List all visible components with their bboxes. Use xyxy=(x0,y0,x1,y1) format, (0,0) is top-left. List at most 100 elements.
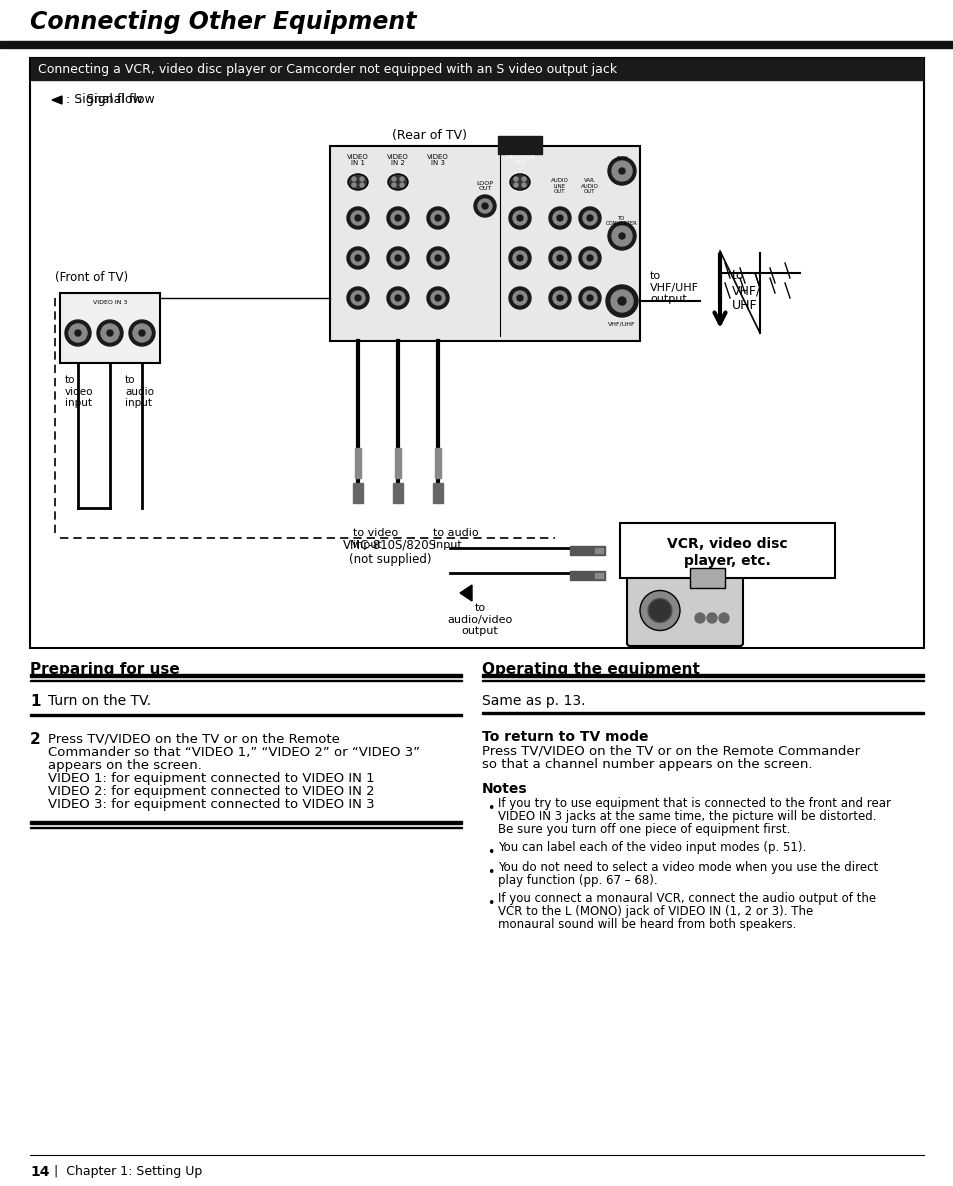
Bar xyxy=(30,674,461,677)
Bar xyxy=(689,568,724,588)
Text: VIDEO 3: for equipment connected to VIDEO IN 3: VIDEO 3: for equipment connected to VIDE… xyxy=(48,798,375,811)
Circle shape xyxy=(548,247,571,269)
Circle shape xyxy=(431,211,444,225)
Circle shape xyxy=(132,324,151,342)
Circle shape xyxy=(557,295,562,301)
Circle shape xyxy=(586,255,593,261)
Text: 1: 1 xyxy=(30,694,40,709)
Text: (Rear of TV): (Rear of TV) xyxy=(392,129,467,142)
Text: 14: 14 xyxy=(30,1165,50,1179)
Bar xyxy=(30,680,461,681)
Text: VIDEO
IN 3: VIDEO IN 3 xyxy=(427,154,449,166)
Circle shape xyxy=(351,211,365,225)
Text: AUDIO
LINE
OUT: AUDIO LINE OUT xyxy=(551,178,568,193)
Bar xyxy=(395,448,400,478)
Text: LOOP
OUT: LOOP OUT xyxy=(476,180,493,191)
Text: Preparing for use: Preparing for use xyxy=(30,662,179,677)
Circle shape xyxy=(521,177,525,181)
Circle shape xyxy=(391,251,405,264)
Circle shape xyxy=(107,330,112,336)
Text: You can label each of the video input modes (p. 51).: You can label each of the video input mo… xyxy=(497,841,805,854)
Circle shape xyxy=(586,215,593,221)
Text: to
VHF/UHF
output: to VHF/UHF output xyxy=(649,270,699,304)
Circle shape xyxy=(514,177,517,181)
Circle shape xyxy=(477,199,492,213)
Text: VIDEO
IN 2: VIDEO IN 2 xyxy=(387,154,409,166)
Text: VCR, video disc
player, etc.: VCR, video disc player, etc. xyxy=(666,537,787,568)
Bar xyxy=(481,674,923,677)
Circle shape xyxy=(351,251,365,264)
Bar xyxy=(595,573,602,578)
Circle shape xyxy=(509,287,531,310)
Circle shape xyxy=(359,183,364,187)
Circle shape xyxy=(435,215,440,221)
Circle shape xyxy=(387,247,409,269)
Circle shape xyxy=(548,208,571,229)
Circle shape xyxy=(557,255,562,261)
Circle shape xyxy=(427,208,449,229)
Circle shape xyxy=(607,222,636,250)
Bar xyxy=(433,483,442,503)
Circle shape xyxy=(474,195,496,217)
Text: If you connect a monaural VCR, connect the audio output of the: If you connect a monaural VCR, connect t… xyxy=(497,892,875,905)
Text: TO
CONVERTER: TO CONVERTER xyxy=(605,216,638,227)
Circle shape xyxy=(513,251,526,264)
Circle shape xyxy=(75,330,81,336)
Text: |  Chapter 1: Setting Up: | Chapter 1: Setting Up xyxy=(50,1165,202,1178)
Circle shape xyxy=(618,296,625,305)
Text: to audio
input: to audio input xyxy=(433,528,478,549)
Bar xyxy=(569,546,604,555)
Circle shape xyxy=(427,287,449,310)
Circle shape xyxy=(517,255,522,261)
Text: Press TV/VIDEO on the TV or on the Remote: Press TV/VIDEO on the TV or on the Remot… xyxy=(48,732,339,745)
Text: Operating the equipment: Operating the equipment xyxy=(481,662,700,677)
Circle shape xyxy=(548,287,571,310)
Text: monaural sound will be heard from both speakers.: monaural sound will be heard from both s… xyxy=(497,918,796,931)
Circle shape xyxy=(347,247,369,269)
Circle shape xyxy=(391,291,405,305)
Bar xyxy=(30,821,461,824)
Circle shape xyxy=(352,183,355,187)
Bar xyxy=(481,712,923,714)
Circle shape xyxy=(553,251,566,264)
Text: VIDEO IN 3: VIDEO IN 3 xyxy=(92,300,127,306)
Circle shape xyxy=(69,324,87,342)
Circle shape xyxy=(129,320,154,346)
FancyBboxPatch shape xyxy=(626,565,742,646)
Circle shape xyxy=(517,215,522,221)
Text: so that a channel number appears on the screen.: so that a channel number appears on the … xyxy=(481,758,812,771)
Circle shape xyxy=(101,324,119,342)
Circle shape xyxy=(65,320,91,346)
Text: appears on the screen.: appears on the screen. xyxy=(48,759,202,772)
Text: VIDEO IN 3 jacks at the same time, the picture will be distorted.: VIDEO IN 3 jacks at the same time, the p… xyxy=(497,810,876,823)
Circle shape xyxy=(509,208,531,229)
Text: : Signal flow: : Signal flow xyxy=(58,94,154,107)
Circle shape xyxy=(387,287,409,310)
Circle shape xyxy=(612,161,631,181)
Text: MONITOR
OUT: MONITOR OUT xyxy=(504,155,535,165)
Text: to
audio/video
output: to audio/video output xyxy=(447,602,512,636)
Bar xyxy=(355,448,360,478)
Text: Press TV/VIDEO on the TV or on the Remote Commander: Press TV/VIDEO on the TV or on the Remot… xyxy=(481,745,860,758)
Text: VHF/UHF: VHF/UHF xyxy=(608,321,635,326)
Text: (Front of TV): (Front of TV) xyxy=(55,272,128,285)
Circle shape xyxy=(435,255,440,261)
Circle shape xyxy=(647,599,671,623)
Circle shape xyxy=(610,291,633,312)
Text: •: • xyxy=(486,802,494,815)
Circle shape xyxy=(578,247,600,269)
Bar xyxy=(30,827,461,828)
Text: Notes: Notes xyxy=(481,782,527,796)
Circle shape xyxy=(347,287,369,310)
Circle shape xyxy=(97,320,123,346)
Text: VCR to the L (MONO) jack of VIDEO IN (1, 2 or 3). The: VCR to the L (MONO) jack of VIDEO IN (1,… xyxy=(497,905,812,918)
Circle shape xyxy=(399,183,403,187)
Bar xyxy=(435,448,440,478)
Bar xyxy=(0,42,953,47)
Text: play function (pp. 67 – 68).: play function (pp. 67 – 68). xyxy=(497,874,657,887)
Text: Be sure you turn off one piece of equipment first.: Be sure you turn off one piece of equipm… xyxy=(497,823,789,836)
Text: VIDEO
IN 1: VIDEO IN 1 xyxy=(347,154,369,166)
Text: Turn on the TV.: Turn on the TV. xyxy=(48,694,151,708)
Ellipse shape xyxy=(388,174,408,190)
Circle shape xyxy=(706,613,717,623)
